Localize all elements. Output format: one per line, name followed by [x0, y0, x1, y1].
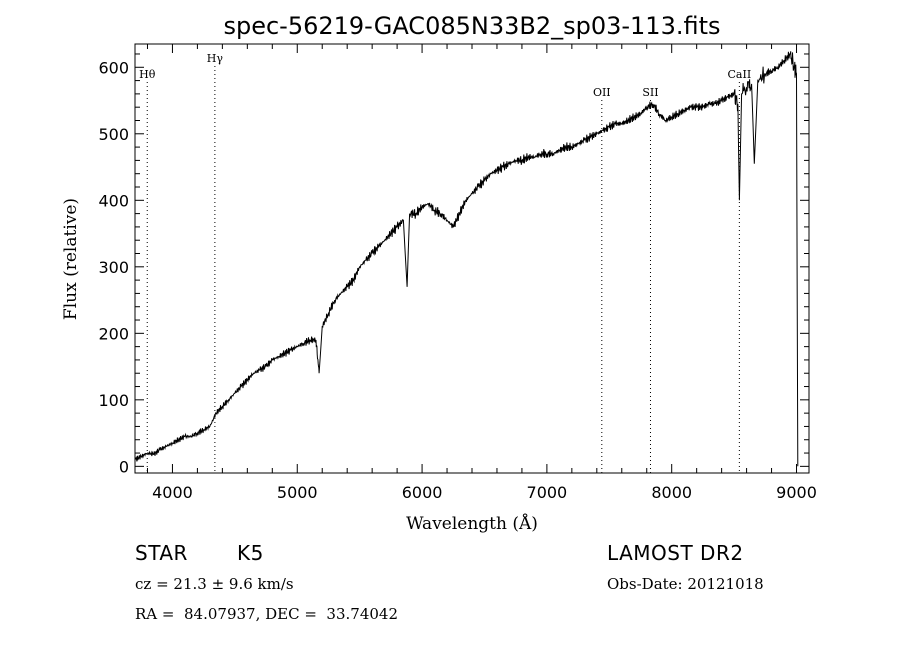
x-tick-label: 9000: [776, 483, 817, 502]
x-tick-label: 7000: [527, 483, 568, 502]
chart-title: spec-56219-GAC085N33B2_sp03-113.fits: [223, 12, 720, 40]
redshift-cz: cz = 21.3 ± 9.6 km/s: [135, 575, 294, 593]
object-class: STAR: [135, 541, 188, 565]
y-tick-label: 600: [98, 58, 129, 77]
y-tick-label: 200: [98, 324, 129, 343]
spectrum-series: [134, 51, 799, 467]
coordinates: RA = 84.07937, DEC = 33.74042: [135, 605, 399, 623]
plot-frame: [134, 43, 810, 474]
y-tick-label: 500: [98, 125, 129, 144]
x-tick-label: 5000: [277, 483, 318, 502]
object-subclass: K5: [237, 541, 264, 565]
line-marker-label: CaII: [728, 68, 752, 81]
line-marker-label: Hγ: [207, 52, 224, 65]
line-marker-label: SII: [642, 86, 658, 99]
survey-name: LAMOST DR2: [607, 541, 744, 565]
line-marker-label: Hθ: [139, 68, 156, 81]
y-tick-label: 100: [98, 391, 129, 410]
axis-ticks: 4000 5000 6000 7000 8000 9000 0 100 200 300 400 500…: [98, 44, 817, 502]
x-axis-label: Wavelength (Å): [406, 513, 538, 534]
y-tick-label: 400: [98, 191, 129, 210]
x-tick-label: 4000: [152, 483, 193, 502]
observation-date: Obs-Date: 20121018: [607, 575, 764, 593]
y-tick-label: 300: [98, 258, 129, 277]
x-tick-label: 6000: [402, 483, 443, 502]
line-marker-label: OII: [593, 86, 611, 99]
y-axis-label: Flux (relative): [61, 198, 81, 320]
y-tick-label: 0: [119, 457, 129, 476]
spectral-line-markers: Hθ Hγ OII SII CaII: [139, 52, 751, 473]
x-tick-label: 8000: [651, 483, 692, 502]
